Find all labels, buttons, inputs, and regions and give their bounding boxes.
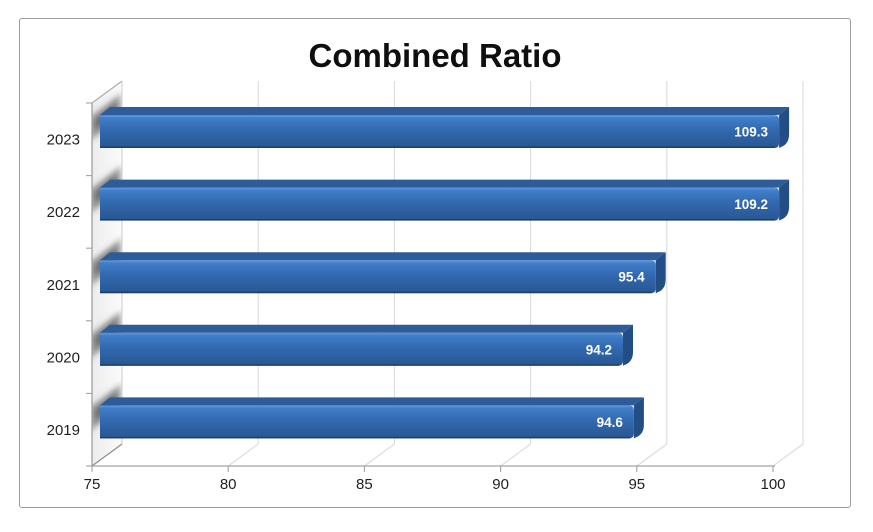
bar-top-face <box>100 324 634 333</box>
floor-left-edge <box>91 443 123 467</box>
x-axis-tick-label-100: 100 <box>760 476 785 493</box>
gridline-floor-90 <box>500 443 531 467</box>
x-axis-tick-label-95: 95 <box>628 476 645 493</box>
bar-2019: 94.6 <box>100 397 644 439</box>
y-axis-label-2022: 2022 <box>47 204 80 221</box>
bar-top-face <box>100 107 790 115</box>
gridline-floor-95 <box>636 443 668 467</box>
bar-side-face <box>779 179 790 221</box>
bar-data-label-2020: 94.2 <box>586 342 612 357</box>
y-axis-label-2023: 2023 <box>47 132 80 149</box>
y-axis-label-2019: 2019 <box>47 422 80 439</box>
bar-top-face <box>100 179 790 188</box>
bar-front-face <box>100 187 780 221</box>
bar-2021: 95.4 <box>100 252 666 294</box>
x-axis-tick-label-80: 80 <box>220 476 237 493</box>
bar-front-face <box>100 405 634 439</box>
x-axis-tick-label-85: 85 <box>356 476 373 493</box>
bar-front-face <box>100 115 780 148</box>
bar-side-face <box>633 397 644 439</box>
gridline-floor-80 <box>227 443 259 467</box>
y-axis-label-2021: 2021 <box>47 277 80 294</box>
chart-title: Combined Ratio <box>308 37 562 74</box>
bar-front-face <box>100 332 624 366</box>
bar-2023: 109.3 <box>100 107 790 148</box>
bar-top-face <box>100 397 644 406</box>
bar-2022: 109.2 <box>100 179 790 221</box>
gridline-floor-85 <box>364 443 395 467</box>
gridline-floor-100 <box>772 443 804 467</box>
y-axis-label-2020: 2020 <box>47 349 80 366</box>
bar-front-face <box>100 260 656 294</box>
bar-data-label-2019: 94.6 <box>597 415 624 430</box>
bar-data-label-2022: 109.2 <box>734 197 768 212</box>
bar-top-face <box>100 252 666 261</box>
x-axis-tick-label-75: 75 <box>84 476 101 493</box>
bar-data-label-2023: 109.3 <box>734 125 768 140</box>
x-axis-tick-label-90: 90 <box>492 476 509 493</box>
bar-side-face <box>655 252 666 294</box>
bar-2020: 94.2 <box>100 324 634 366</box>
bar-data-label-2021: 95.4 <box>618 270 645 285</box>
bar-side-face <box>779 107 790 148</box>
bar-side-face <box>623 324 634 366</box>
wall-top-edge <box>91 80 123 104</box>
